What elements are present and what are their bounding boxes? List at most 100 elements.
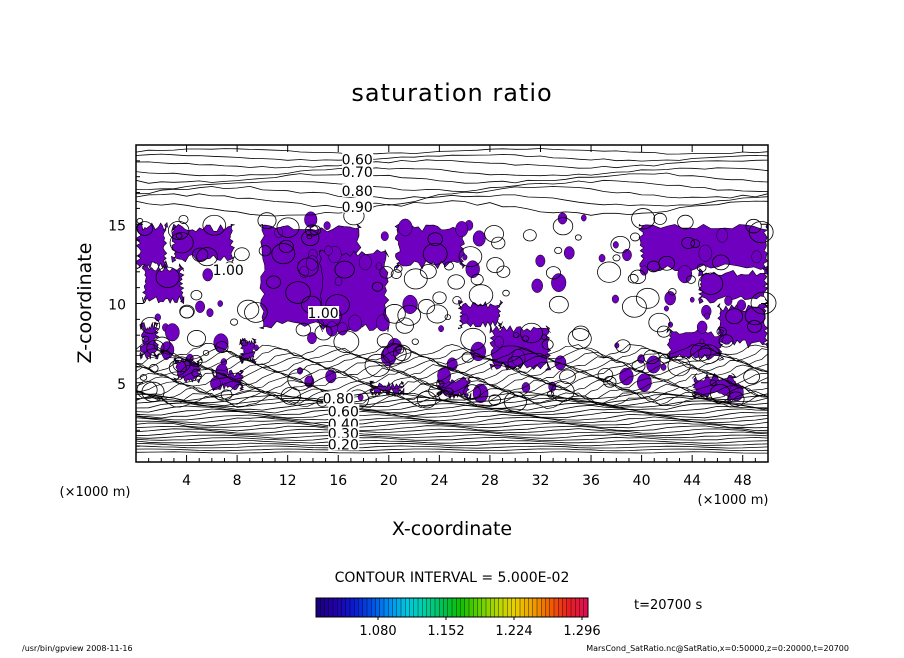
contour-closed [512,332,520,339]
contour-line [135,439,769,444]
contour-closed [559,369,576,385]
contour-closed [470,273,484,286]
contour-line [135,179,769,193]
contour-label: 1.00 [307,306,338,322]
contour-closed [748,221,774,244]
contour-line [135,167,769,177]
colorbar-tick-label: 1.296 [563,624,600,639]
supersaturated-speck [213,333,229,353]
colorbar-segment [350,598,355,617]
supersaturated-speck [751,250,762,264]
contour-line [135,402,769,411]
supersaturated-speck [202,268,213,282]
supersaturated-regions [135,211,769,403]
supersaturated-speck [535,254,546,268]
supersaturated-speck [637,354,645,364]
colorbar-segment [316,598,321,617]
colorbar-segment [460,598,466,617]
contour-closed [148,364,159,373]
contour-closed [295,322,312,337]
colorbar-segment [490,598,495,617]
contour-closed [189,354,203,367]
contour-closed [416,391,437,409]
contour-closed [136,380,158,400]
contour-closed [696,263,707,273]
contour-closed [179,304,195,319]
y-tick-label: 15 [108,218,126,234]
colorbar-segment [341,598,347,617]
contour-line [135,358,769,374]
contour-closed [333,330,360,354]
contour-closed [745,218,762,234]
y-tick-label: 5 [117,377,126,393]
colorbar-frame [315,597,589,618]
colorbar-segment [549,598,555,617]
contour-closed [141,335,150,343]
x-axis-unit-left: (×1000 m) [60,485,131,500]
contour-closed [266,275,282,289]
colorbar-segment [388,598,393,617]
supersaturated-speck [380,231,389,242]
colorbar-segment [367,598,372,617]
contour-closed [718,334,734,348]
supersaturated-speck [736,299,747,312]
contour-closed [709,379,717,386]
supersaturated-speck [165,323,180,342]
contour-line [135,436,769,442]
supersaturated-region [171,223,235,263]
supersaturated-speck [581,214,587,222]
contour-closed [667,355,691,377]
contour-label: 0.80 [342,184,373,200]
supersaturated-speck [563,246,575,260]
colorbar-segment [473,598,478,617]
supersaturated-speck [460,313,469,324]
contour-label-bg [328,437,360,451]
supersaturated-speck [664,291,676,306]
contour-closed [220,389,233,400]
contour-line [135,159,769,169]
colorbar-segment [422,598,427,617]
contour-line [135,362,769,377]
contour-closed [648,312,671,333]
supersaturated-region [135,222,168,270]
contour-closed [574,234,582,241]
contour-line [135,442,769,447]
colorbar-tick-label: 1.080 [359,624,396,639]
x-tick-label: 4 [182,473,191,489]
contour-closed [545,266,561,280]
contour-closed [187,330,207,347]
colorbar-segment [528,598,534,617]
y-tick-label: 10 [108,298,126,314]
contour-closed [486,257,505,274]
colorbar-segment [452,598,457,617]
contour-closed [546,391,555,398]
contour-line [135,413,769,422]
footer-right: MarsCond_SatRatio.nc@SatRatio,x=0:50000,… [586,644,849,653]
supersaturated-speck [664,305,669,312]
colorbar-segment [537,598,542,617]
contour-closed [443,261,454,271]
contour-line [135,451,768,454]
colorbar-segment [456,598,461,617]
contour-closed [657,325,671,338]
x-tick-label: 44 [683,473,701,489]
y-axis-unit-right: (×1000 m) [698,493,769,508]
contour-line [135,355,769,370]
x-tick-label: 32 [532,473,550,489]
contour-closed [686,275,696,284]
contour-closed [287,368,313,391]
supersaturated-speck [402,294,418,315]
colorbar-segment [575,598,580,617]
contour-label-bg [342,164,374,178]
contour-closed [712,254,730,271]
contour-closed [278,239,294,254]
contour-closed [552,217,574,236]
colorbar-segment [507,598,512,617]
colorbar-tick-labels: 1.080 1.152 1.224 1.296 [359,617,601,639]
contour-line [135,185,769,200]
supersaturated-speck [677,265,693,284]
contour-closed [548,295,569,314]
contour-closed [458,246,483,268]
contour-closed [403,268,428,290]
colorbar-segment [405,598,410,617]
